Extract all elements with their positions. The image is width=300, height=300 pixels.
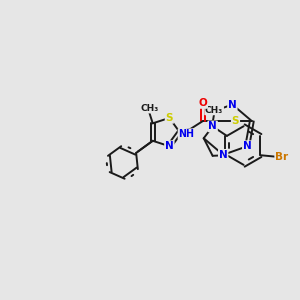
Text: N: N [228, 100, 237, 110]
Text: CH₃: CH₃ [140, 104, 158, 113]
Text: CH₃: CH₃ [205, 106, 223, 115]
Text: N: N [165, 141, 174, 151]
Text: N: N [219, 150, 228, 160]
Text: N: N [243, 141, 252, 151]
Text: S: S [232, 116, 239, 126]
Text: S: S [166, 113, 173, 123]
Text: Br: Br [275, 152, 288, 162]
Text: NH: NH [178, 129, 194, 139]
Text: N: N [208, 122, 217, 131]
Text: O: O [198, 98, 207, 108]
